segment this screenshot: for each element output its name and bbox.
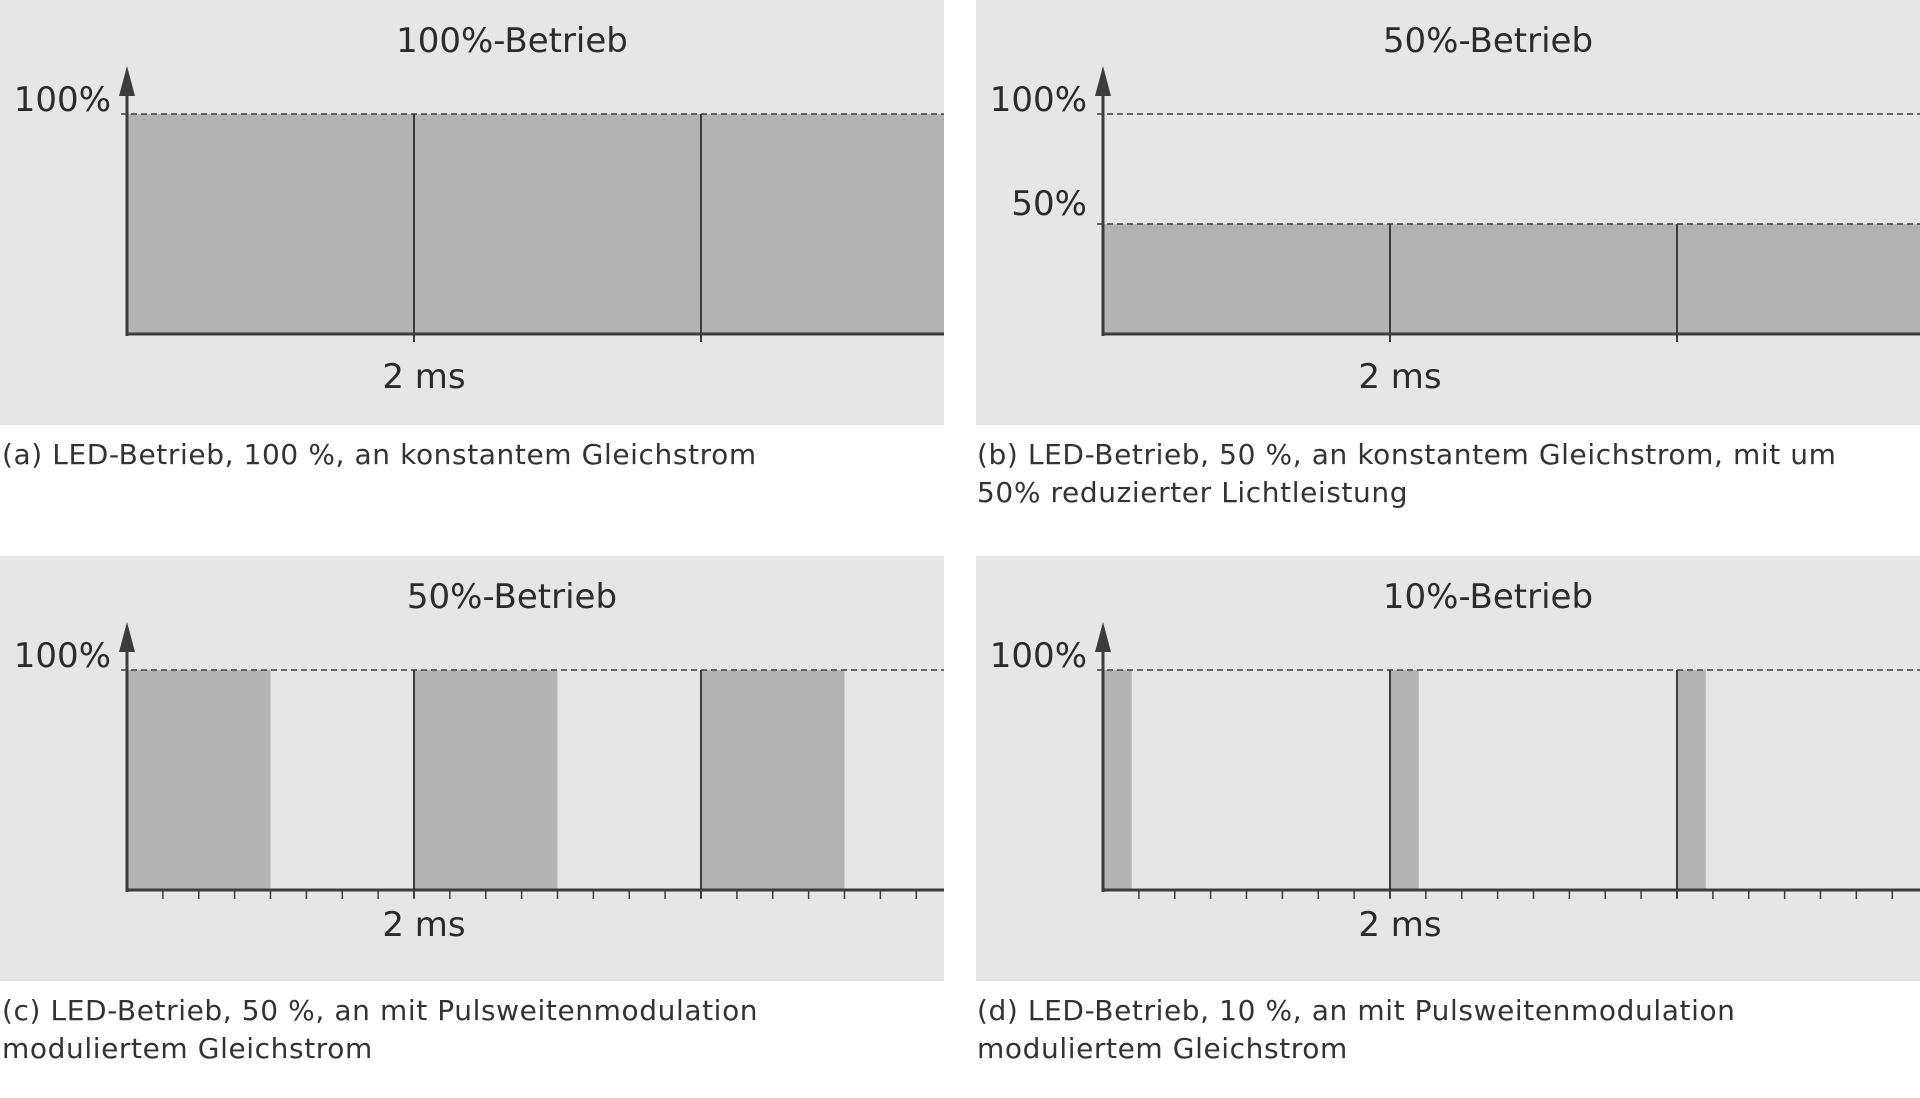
chart-caption-c: (c) LED-Betrieb, 50 %, an mit Pulsweiten… [2,994,759,1065]
chart-title: 10%-Betrieb [1383,577,1593,617]
y-tick-label: 100% [14,80,111,120]
chart-caption-b: (b) LED-Betrieb, 50 %, an konstantem Gle… [977,438,1837,509]
y-axis-arrow [119,622,135,652]
pulse-bar [1677,670,1706,890]
pulse-bar [127,670,271,890]
pulse-bar [1677,224,1920,334]
pulse-bar [414,670,558,890]
pulse-bar [701,670,845,890]
y-tick-label: 100% [990,636,1087,676]
y-axis-arrow [1095,66,1111,96]
pulse-bar [701,114,944,334]
chart-background [976,556,1920,981]
chart-title: 100%-Betrieb [396,21,628,61]
x-tick-label: 2 ms [382,357,465,397]
chart-title: 50%-Betrieb [407,577,617,617]
pulse-bar [127,114,414,334]
chart-background [976,0,1920,425]
x-tick-label: 2 ms [1358,357,1441,397]
y-axis-arrow [119,66,135,96]
chart-caption-a: (a) LED-Betrieb, 100 %, an konstantem Gl… [2,438,757,471]
chart-title: 50%-Betrieb [1383,21,1593,61]
pulse-bar [414,114,701,334]
pulse-bar [1390,670,1419,890]
y-tick-label: 100% [990,80,1087,120]
x-tick-label: 2 ms [1358,905,1441,945]
pulse-bar [1103,224,1390,334]
pulse-bar [1390,224,1677,334]
y-tick-label: 100% [14,636,111,676]
chart-caption-d: (d) LED-Betrieb, 10 %, an mit Pulsweiten… [977,994,1736,1065]
x-tick-label: 2 ms [382,905,465,945]
y-tick-label: 50% [1011,184,1087,224]
y-axis-arrow [1095,622,1111,652]
pulse-bar [1103,670,1132,890]
